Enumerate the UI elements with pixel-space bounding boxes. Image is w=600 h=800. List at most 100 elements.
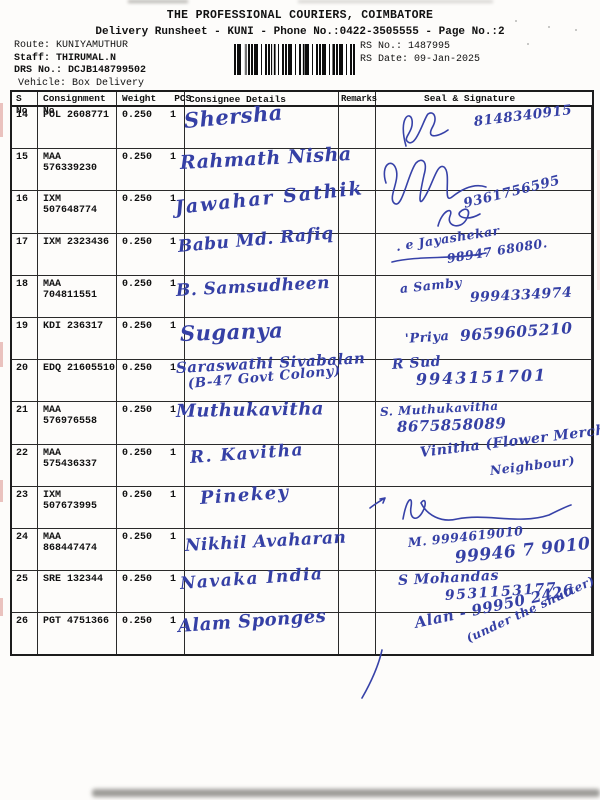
cell-weight: 0.250 (122, 489, 153, 501)
cell-consignee (185, 444, 339, 486)
cell-weight: 0.250 (122, 320, 153, 332)
cell-pcs: 1 (170, 405, 177, 417)
cell-remarks (339, 191, 376, 233)
cell-weight-pcs: 0.250 1 (117, 233, 185, 275)
rs-no-label: RS No.: (360, 41, 403, 52)
table-row: 23 IXM 507673995 0.250 1 Pinekey (12, 481, 592, 529)
cell-seal (376, 275, 592, 317)
header-seal: Seal & Signature (424, 93, 516, 104)
cell-pcs: 1 (170, 616, 177, 628)
scan-edge-mark (0, 103, 3, 137)
cell-consignment: IXM 507673995 (38, 486, 117, 528)
cell-remarks (339, 233, 376, 275)
rs-no-value: 1487995 (408, 41, 451, 52)
cell-seal (376, 571, 592, 613)
handwritten-phone: 8675858089 (396, 414, 507, 437)
cell-consignee (185, 360, 339, 402)
cell-seal (376, 317, 592, 360)
cell-pcs: 1 (170, 110, 177, 121)
cell-seal (376, 402, 592, 444)
table-row: 24 MAA 868447474 0.250 1 Nikhil Avaharan … (12, 523, 592, 572)
scan-edge-mark (0, 342, 3, 367)
cell-weight: 0.250 (122, 363, 153, 375)
cell-seal (376, 107, 592, 149)
scan-artifact-top-smudge (298, 0, 493, 3)
cell-weight: 0.250 (122, 447, 153, 459)
cell-consignment: SRE 132344 (38, 571, 117, 613)
cell-seal (376, 149, 592, 191)
cell-pcs: 1 (170, 236, 177, 248)
rs-date-label: RS Date: (360, 54, 409, 65)
cell-weight-pcs: 0.250 1 (117, 107, 185, 149)
cell-weight-pcs: 0.250 1 (117, 317, 185, 360)
header-consignee: Consignee Details (185, 92, 339, 105)
cell-seal (376, 528, 592, 571)
scan-edge-mark (0, 480, 3, 502)
cell-consignee (185, 191, 339, 233)
cell-pcs: 1 (170, 447, 177, 459)
cell-seal (376, 233, 592, 275)
cell-seal (376, 486, 592, 528)
cell-consignee (185, 233, 339, 275)
cell-consignment: IXM 507648774 (38, 191, 117, 233)
signature-scribble (402, 498, 572, 521)
cell-seal (376, 444, 592, 486)
cell-sno: 14 (12, 107, 38, 149)
route-line: Route: KUNIYAMUTHUR (14, 40, 128, 53)
table-row: 16 IXM 507648774 0.250 1 Jawahar Sathik 9… (12, 173, 592, 234)
cell-consignee (185, 402, 339, 444)
cell-consignee (185, 275, 339, 317)
cell-sno: 26 (12, 613, 38, 655)
staff-label: Staff: (14, 52, 51, 64)
cell-weight: 0.250 (122, 236, 153, 248)
rs-date-value: 09-Jan-2025 (414, 54, 481, 65)
cell-weight: 0.250 (122, 616, 153, 628)
cell-consignee (185, 107, 339, 149)
cell-pcs: 1 (170, 531, 177, 543)
cell-consignment: PGT 4751366 (38, 613, 117, 655)
cell-seal (376, 360, 592, 402)
staff-value: THIRUMAL.N (56, 52, 117, 64)
cell-consignment: MAA 576976558 (38, 402, 117, 444)
cell-sno: 17 (12, 233, 38, 275)
header-remarks: Remarks (341, 92, 377, 105)
cell-remarks (339, 360, 376, 402)
table-row: 26 PGT 4751366 0.250 1 Alam Sponges Alan … (12, 574, 597, 655)
page-subtitle: Delivery Runsheet - KUNI - Phone No.:042… (95, 26, 505, 38)
cell-weight: 0.250 (122, 278, 153, 290)
cell-weight-pcs: 0.250 1 (117, 486, 185, 528)
cell-sno: 19 (12, 317, 38, 360)
route-value: KUNIYAMUTHUR (56, 40, 129, 51)
runsheet-table: S No Consignment No Weight PCS Consignee… (10, 90, 600, 657)
cell-pcs: 1 (170, 152, 177, 164)
cell-consignment: KDI 236317 (38, 317, 117, 360)
cell-consignment: MAA 704811551 (38, 275, 117, 317)
cell-remarks (339, 149, 376, 191)
vehicle-value: Box Delivery (72, 77, 145, 89)
cell-pcs: 1 (170, 574, 177, 586)
rs-no-line: RS No.: 1487995 (360, 41, 450, 54)
cell-consignment: EDQ 21605510 (38, 360, 117, 402)
handwritten-consignee: Suganya (179, 317, 284, 346)
cell-consignment: MAA 868447474 (38, 528, 117, 571)
cell-weight: 0.250 (122, 110, 153, 121)
cell-weight-pcs: 0.250 1 (117, 528, 185, 571)
table-row: 14 POL 2608771 0.250 1 Shersha 8148340915 (12, 99, 592, 150)
cell-weight-pcs: 0.250 1 (117, 191, 185, 233)
header-weight-pcs: Weight PCS (117, 92, 191, 105)
cell-remarks (339, 444, 376, 486)
cell-weight-pcs: 0.250 1 (117, 613, 185, 655)
cell-remarks (339, 486, 376, 528)
cell-weight-pcs: 0.250 1 (117, 444, 185, 486)
cell-consignment: POL 2608771 (38, 107, 117, 149)
header-consignment: Consignment No (38, 92, 117, 116)
handwritten-phone: 9943151701 (415, 365, 548, 390)
cell-seal (376, 191, 592, 233)
handwritten-seal-name: 'Priya (404, 328, 450, 347)
cell-weight-pcs: 0.250 1 (117, 571, 185, 613)
header-sno: S No (12, 92, 38, 116)
cell-remarks (339, 275, 376, 317)
table-header-row: S No Consignment No Weight PCS Consignee… (12, 92, 592, 116)
cell-consignee (185, 149, 339, 191)
